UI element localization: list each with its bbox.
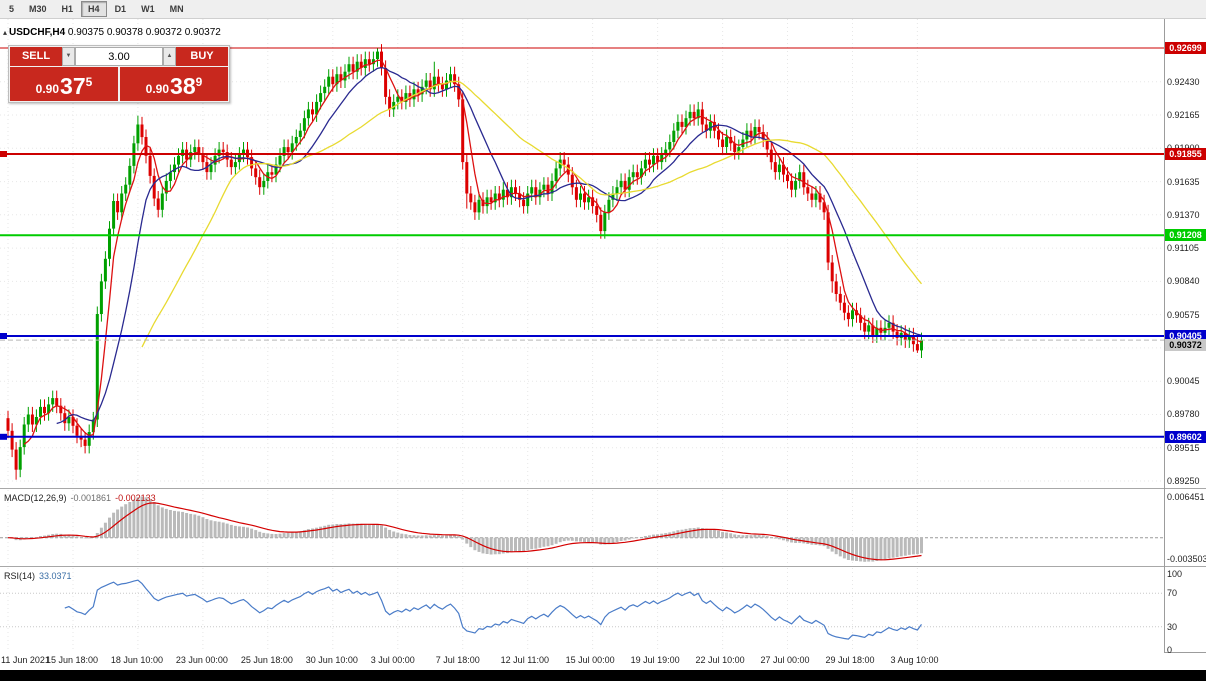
time-axis-label: 23 Jun 00:00 xyxy=(175,655,228,665)
time-axis-label: 15 Jul 00:00 xyxy=(565,655,615,665)
price-axis[interactable]: 0.924300.921650.919000.916350.913700.911… xyxy=(1165,19,1206,670)
tf-button-h4[interactable]: H4 xyxy=(81,1,107,17)
time-axis-label: 30 Jun 10:00 xyxy=(305,655,358,665)
current-price-badge: 0.90372 xyxy=(1165,339,1206,352)
time-axis-label: 11 Jun 2021 xyxy=(1,655,50,665)
line-price-badge: 0.91855 xyxy=(1165,147,1206,160)
taskbar-strip xyxy=(0,670,1206,681)
time-axis-label: 25 Jun 18:00 xyxy=(240,655,293,665)
tf-button-m5[interactable]: 5 xyxy=(9,4,15,14)
rsi-axis-label: 70 xyxy=(1167,588,1178,599)
time-axis-label: 19 Jul 19:00 xyxy=(630,655,680,665)
line-price-badge: 0.89602 xyxy=(1165,430,1206,443)
symbol-label: USDCHF,H4 xyxy=(9,27,66,38)
panel-separator[interactable] xyxy=(0,488,1206,489)
sell-price-pip: 5 xyxy=(85,75,93,89)
time-axis-label: 18 Jun 10:00 xyxy=(110,655,163,665)
macd-main-value: -0.001861 xyxy=(70,493,112,503)
tf-button-mn[interactable]: MN xyxy=(169,4,184,14)
chart-header: ▴ USDCHF,H4 0.90375 0.90378 0.90372 0.903… xyxy=(3,27,221,38)
tf-button-d1[interactable]: D1 xyxy=(114,4,127,14)
price-tick-label: 0.91635 xyxy=(1167,176,1200,187)
rsi-panel[interactable] xyxy=(0,568,1164,652)
price-tick-label: 0.90575 xyxy=(1167,309,1200,320)
price-tick-label: 0.89250 xyxy=(1167,475,1200,486)
volume-input[interactable] xyxy=(75,47,163,66)
rsi-axis-label: 100 xyxy=(1167,569,1183,579)
ohlc-quotes: 0.90375 0.90378 0.90372 0.90372 xyxy=(67,27,221,38)
chart-area: MACD(12,26,9) -0.001861 -0.002133 RSI(14) 3… xyxy=(0,19,1206,681)
price-tick-label: 0.90840 xyxy=(1167,276,1200,287)
price-tick-label: 0.90045 xyxy=(1167,376,1200,387)
macd-axis-min-label: -0.003503 xyxy=(1167,554,1206,564)
time-axis-label: 29 Jul 18:00 xyxy=(825,655,875,665)
sell-button[interactable]: SELL xyxy=(10,47,62,66)
collapse-arrow-icon[interactable]: ▴ xyxy=(3,28,8,37)
buy-price-tile[interactable]: 0.90 38 9 xyxy=(120,67,228,101)
volume-up-icon[interactable]: ▲ xyxy=(163,47,176,66)
time-axis-label: 7 Jul 18:00 xyxy=(435,655,480,665)
buy-price-prefix: 0.90 xyxy=(145,82,170,96)
macd-name: MACD(12,26,9) xyxy=(4,493,67,503)
volume-down-icon[interactable]: ▼ xyxy=(62,47,75,66)
tf-button-m30[interactable]: M30 xyxy=(29,4,47,14)
rsi-value: 33.0371 xyxy=(39,571,72,581)
price-tick-label: 0.91370 xyxy=(1167,209,1200,220)
time-axis-label: 15 Jun 18:00 xyxy=(45,655,98,665)
price-tick-label: 0.89780 xyxy=(1167,409,1200,420)
rsi-axis-label: 0 xyxy=(1167,645,1173,655)
line-price-badge: 0.91208 xyxy=(1165,229,1206,242)
time-axis-label: 12 Jul 11:00 xyxy=(500,655,550,665)
price-tick-label: 0.91105 xyxy=(1167,243,1199,254)
macd-panel[interactable] xyxy=(0,490,1164,566)
sell-price-tile[interactable]: 0.90 37 5 xyxy=(10,67,118,101)
price-axis-border xyxy=(1164,19,1165,652)
macd-indicator-label: MACD(12,26,9) -0.001861 -0.002133 xyxy=(4,493,156,503)
price-tick-label: 0.92165 xyxy=(1167,110,1200,121)
price-tick-label: 0.89515 xyxy=(1167,442,1200,453)
rsi-indicator-label: RSI(14) 33.0371 xyxy=(4,571,72,581)
macd-axis-max-label: 0.006451 xyxy=(1167,492,1205,502)
sell-price-big: 37 xyxy=(60,73,86,99)
tf-button-h1[interactable]: H1 xyxy=(61,4,74,14)
time-axis-label: 22 Jul 10:00 xyxy=(695,655,745,665)
line-price-badge: 0.92699 xyxy=(1165,42,1206,54)
tf-button-w1[interactable]: W1 xyxy=(141,4,155,14)
timeframe-toolbar: 5 M30 H1 H4 D1 W1 MN xyxy=(0,0,1206,19)
sell-price-prefix: 0.90 xyxy=(35,82,60,96)
rsi-axis-label: 30 xyxy=(1167,621,1178,632)
time-axis-label: 27 Jul 00:00 xyxy=(760,655,810,665)
time-axis[interactable]: 11 Jun 2021 15 Jun 18:00 18 Jun 10:00 23 Ju… xyxy=(0,652,1164,670)
buy-button[interactable]: BUY xyxy=(176,47,228,66)
line-price-badge: 0.90405 xyxy=(1165,329,1206,342)
buy-price-pip: 9 xyxy=(195,75,203,89)
panel-separator[interactable] xyxy=(0,566,1206,567)
price-tick-label: 0.92430 xyxy=(1167,76,1200,87)
rsi-name: RSI(14) xyxy=(4,571,36,581)
buy-price-big: 38 xyxy=(170,73,196,99)
macd-signal-value: -0.002133 xyxy=(115,493,156,503)
time-axis-label: 3 Jul 00:00 xyxy=(370,655,415,665)
time-axis-label: 3 Aug 10:00 xyxy=(890,655,939,665)
